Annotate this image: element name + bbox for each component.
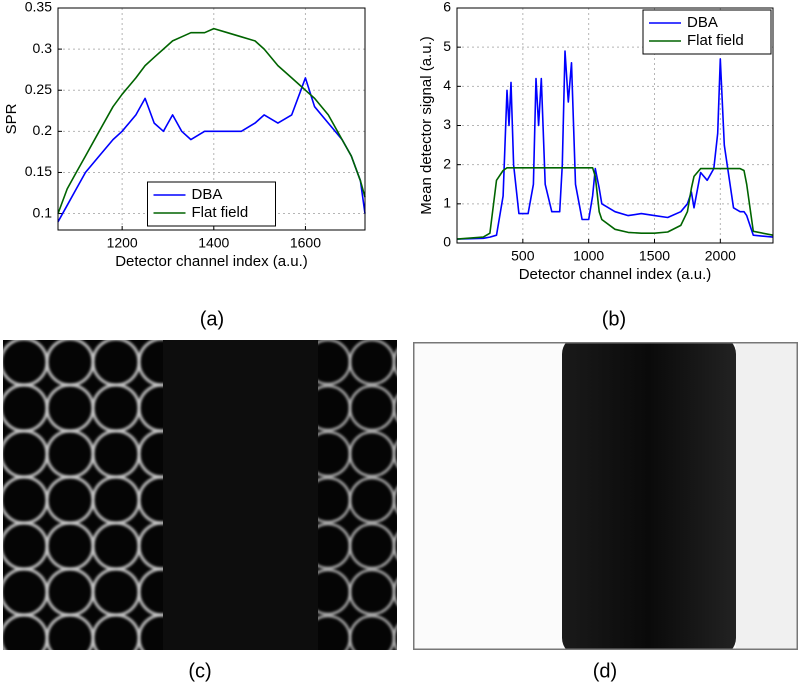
x-tick-label: 1600	[290, 235, 321, 251]
ring	[392, 532, 397, 560]
panel-caption: (a)	[200, 308, 224, 330]
y-tick-label: 1	[443, 195, 451, 211]
panel-caption: (c)	[188, 660, 211, 682]
legend-label: DBA	[687, 14, 718, 31]
y-tick-label: 0	[443, 234, 451, 250]
y-tick-label: 0.1	[33, 204, 53, 220]
y-tick-label: 6	[443, 0, 451, 15]
y-axis-label: SPR	[3, 103, 20, 134]
legend-label: DBA	[192, 186, 223, 203]
image-d	[413, 342, 798, 650]
x-tick-label: 500	[511, 248, 535, 264]
x-axis-label: Detector channel index (a.u.)	[519, 266, 712, 283]
data-line	[456, 50, 774, 240]
x-tick-label: 1200	[107, 235, 138, 251]
y-tick-label: 0.3	[33, 40, 53, 56]
x-tick-label: 2000	[705, 248, 736, 264]
legend-box	[642, 9, 772, 55]
ring	[137, 613, 163, 650]
legend-label: Flat field	[687, 32, 744, 49]
y-tick-label: 5	[443, 38, 451, 54]
legend-box	[147, 181, 276, 227]
x-tick-label: 1500	[639, 248, 670, 264]
x-tick-label: 1000	[573, 248, 604, 264]
ring	[392, 624, 397, 650]
y-tick-label: 0.35	[25, 0, 52, 15]
y-tick-label: 3	[443, 116, 451, 132]
legend-label: Flat field	[192, 204, 249, 221]
panel-caption: (d)	[593, 660, 617, 682]
ring	[392, 440, 397, 468]
ring	[392, 578, 397, 606]
data-line	[57, 77, 366, 223]
panel-caption: (b)	[602, 308, 626, 330]
y-axis-label: Mean detector signal (a.u.)	[418, 36, 435, 214]
y-tick-label: 0.15	[25, 163, 52, 179]
plot-frame	[57, 7, 366, 231]
x-axis-label: Detector channel index (a.u.)	[115, 253, 308, 270]
y-tick-label: 2	[443, 155, 451, 171]
data-line	[456, 167, 774, 240]
x-tick-label: 1400	[198, 235, 229, 251]
y-tick-label: 0.25	[25, 81, 52, 97]
data-line	[57, 27, 366, 214]
plot-frame	[456, 7, 774, 244]
ring	[392, 348, 397, 376]
image-c	[3, 340, 397, 650]
y-tick-label: 0.2	[33, 122, 53, 138]
ring	[392, 394, 397, 422]
ring	[392, 486, 397, 514]
y-tick-label: 4	[443, 77, 451, 93]
